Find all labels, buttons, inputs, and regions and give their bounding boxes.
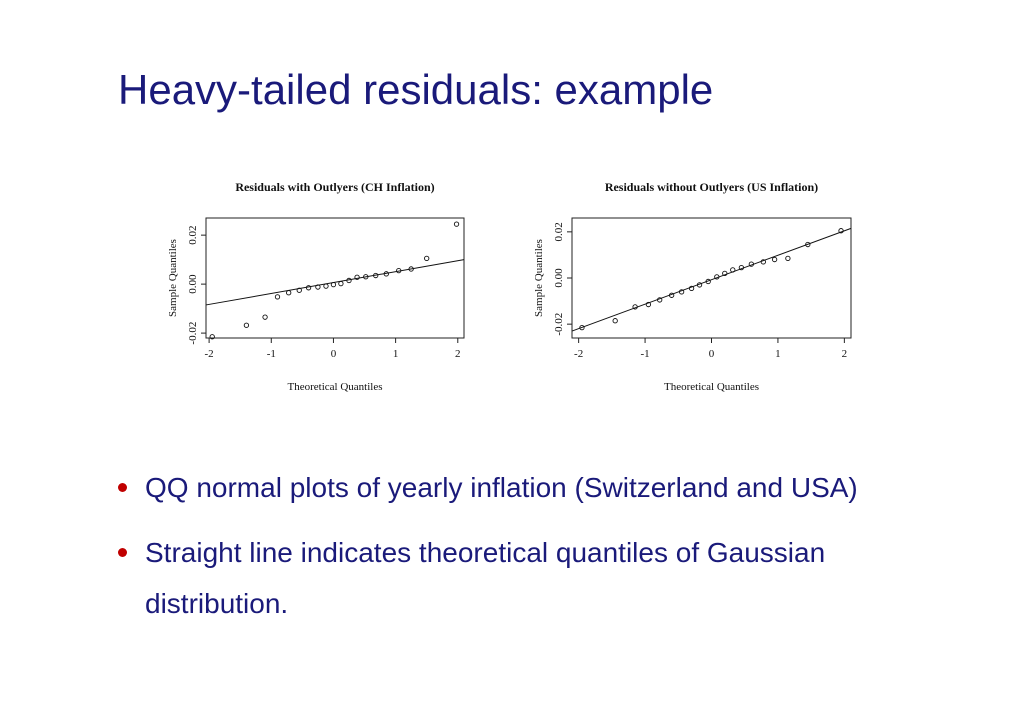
data-point (286, 290, 292, 296)
plot-title: Residuals with Outlyers (CH Inflation) (235, 180, 434, 194)
data-point (668, 292, 675, 298)
y-tick-label: -0.02 (553, 313, 565, 336)
data-point (632, 304, 638, 310)
data-point (730, 267, 736, 273)
y-axis-label: Sample Quantiles (533, 239, 545, 317)
data-point (838, 228, 844, 234)
x-tick-label: -1 (640, 348, 649, 360)
bullet-text: Straight line indicates theoretical quan… (145, 537, 826, 619)
data-point (645, 301, 652, 308)
data-point (424, 255, 430, 262)
y-tick-label: -0.02 (187, 322, 199, 345)
x-tick-label: 1 (393, 348, 399, 360)
x-tick-label: 2 (842, 348, 848, 360)
slide-title: Heavy-tailed residuals: example (118, 66, 714, 113)
qq-plot-ch-inflation: Residuals with Outlyers (CH Inflation) -2… (112, 172, 492, 404)
x-tick-label: 1 (775, 348, 781, 360)
x-tick-label: 0 (331, 348, 337, 360)
data-point (579, 324, 585, 331)
data-point (688, 285, 695, 292)
data-point (714, 274, 720, 280)
bullet-dot-icon (118, 548, 127, 557)
data-point (396, 268, 402, 274)
plot-frame (205, 217, 465, 339)
bullet-list: QQ normal plots of yearly inflation (Swi… (118, 462, 918, 643)
data-point (338, 280, 344, 287)
data-point (354, 274, 360, 280)
x-tick-label: 0 (709, 348, 715, 360)
y-axis-label: Sample Quantiles (167, 239, 179, 317)
data-point (453, 221, 460, 227)
data-point (296, 287, 302, 293)
data-point (305, 285, 312, 291)
data-point (771, 256, 778, 263)
data-point (705, 278, 711, 285)
data-point (408, 266, 414, 272)
reference-line (205, 259, 465, 306)
data-point (722, 270, 728, 277)
data-point (748, 261, 755, 267)
plot-title: Residuals without Outlyers (US Inflation… (605, 180, 818, 194)
data-point (738, 264, 745, 271)
data-point (346, 277, 352, 284)
data-point (760, 259, 766, 265)
x-tick-label: -2 (205, 348, 214, 360)
x-axis-label: Theoretical Quantiles (288, 381, 383, 393)
data-point (696, 282, 703, 288)
x-tick-label: -2 (574, 348, 583, 360)
reference-line (571, 227, 852, 332)
bullet-text: QQ normal plots of yearly inflation (Swi… (145, 472, 858, 503)
y-tick-label: 0.02 (553, 222, 565, 241)
data-point (209, 334, 215, 340)
data-point (243, 322, 250, 328)
data-point (612, 318, 618, 324)
data-point (330, 281, 337, 288)
x-tick-label: 2 (455, 348, 461, 360)
data-point (274, 294, 281, 300)
qq-plot-svg: Residuals with Outlyers (CH Inflation) -2… (167, 180, 465, 393)
data-point (363, 274, 369, 280)
y-tick-label: 0.02 (187, 226, 199, 245)
bullet-item-qq-plots: QQ normal plots of yearly inflation (Swi… (118, 462, 918, 513)
qq-plot-us-inflation: Residuals without Outlyers (US Inflation… (502, 172, 882, 404)
y-tick-label: 0.00 (553, 268, 565, 288)
x-axis-label: Theoretical Quantiles (664, 381, 759, 393)
data-point (323, 283, 329, 289)
data-point (383, 271, 389, 277)
x-tick-label: -1 (267, 348, 276, 360)
y-tick-label: 0.00 (187, 274, 199, 294)
qq-plot-svg: Residuals without Outlyers (US Inflation… (533, 180, 852, 393)
data-point (657, 297, 663, 303)
data-point (315, 284, 321, 290)
data-point (262, 314, 268, 320)
data-point (373, 272, 379, 279)
plot-frame (571, 217, 852, 339)
bullet-dot-icon (118, 483, 127, 492)
data-point (678, 289, 685, 295)
data-point (785, 255, 791, 262)
bullet-item-straight-line: Straight line indicates theoretical quan… (118, 527, 918, 629)
data-point (805, 241, 811, 248)
